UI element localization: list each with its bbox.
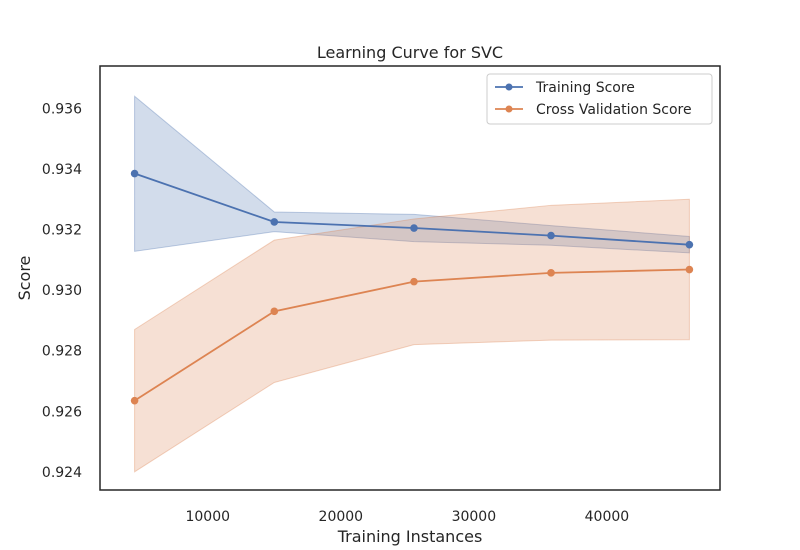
training-score-band bbox=[134, 95, 690, 254]
plot-frame bbox=[99, 65, 721, 491]
y-tick-label-4: 0.932 bbox=[42, 223, 82, 239]
cross-validation-score-point-2 bbox=[410, 277, 418, 286]
x-tick-label-3: 40000 bbox=[585, 509, 630, 525]
legend-label-cross-validation-score: Cross Validation Score bbox=[536, 102, 692, 118]
y-tick-label-0: 0.924 bbox=[42, 465, 82, 481]
cross-validation-score-point-0 bbox=[130, 396, 139, 405]
legend-marker-cross-validation-score bbox=[505, 105, 513, 113]
y-tick-label-3: 0.930 bbox=[42, 283, 82, 299]
series-points bbox=[130, 169, 694, 405]
training-score-point-3 bbox=[547, 231, 555, 240]
legend: Training Score Cross Validation Score bbox=[486, 73, 713, 125]
y-tick-label-1: 0.926 bbox=[42, 404, 82, 420]
legend-marker-training-score bbox=[505, 83, 513, 91]
chart-title: Learning Curve for SVC bbox=[317, 43, 503, 62]
training-score-point-1 bbox=[270, 218, 279, 226]
x-tick-label-0: 10000 bbox=[185, 509, 230, 525]
legend-box bbox=[486, 73, 713, 125]
training-score-point-2 bbox=[410, 224, 418, 232]
cross-validation-score-point-3 bbox=[547, 269, 555, 277]
x-axis-ticks: 10000 20000 30000 40000 bbox=[185, 509, 629, 525]
y-axis-label: Score bbox=[15, 256, 34, 301]
x-tick-label-2: 30000 bbox=[452, 509, 497, 525]
x-tick-label-1: 20000 bbox=[319, 509, 364, 525]
training-score-point-0 bbox=[130, 169, 139, 178]
cross-validation-score-point-4 bbox=[685, 265, 694, 274]
legend-label-training-score: Training Score bbox=[535, 80, 635, 96]
cross-validation-score-point-1 bbox=[270, 307, 279, 316]
y-tick-label-6: 0.936 bbox=[42, 101, 82, 117]
training-score-point-4 bbox=[685, 240, 694, 249]
x-axis-label: Training Instances bbox=[337, 527, 483, 546]
y-tick-label-5: 0.934 bbox=[42, 162, 82, 178]
y-axis-ticks: 0.924 0.926 0.928 0.930 0.932 0.934 0.936 bbox=[42, 101, 82, 480]
y-tick-label-2: 0.928 bbox=[42, 344, 82, 360]
cross-validation-score-band bbox=[134, 198, 690, 473]
